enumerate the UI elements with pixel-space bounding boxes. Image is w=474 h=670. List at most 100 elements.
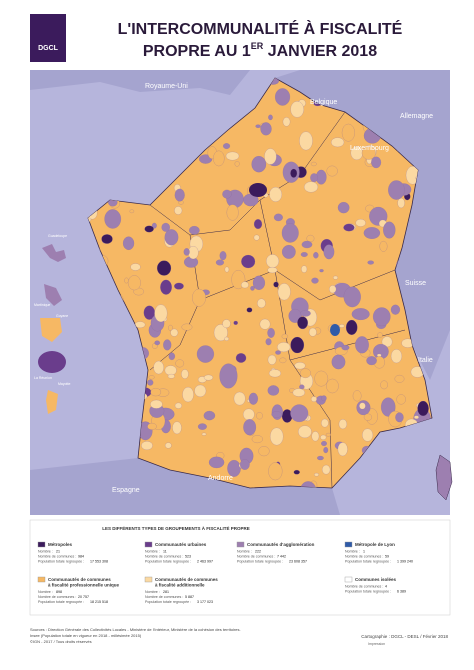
- inset-shape: [44, 284, 62, 306]
- grouping-area: [343, 286, 361, 308]
- country-label: Belgique: [310, 99, 337, 106]
- legend-field-value: 2 463 997: [197, 559, 213, 563]
- corsica: [435, 454, 453, 501]
- grouping-area: [243, 419, 257, 436]
- legend-field-label: Population totale regroupée :: [145, 559, 191, 563]
- grouping-area: [277, 342, 291, 353]
- legend-field-value: 6 389: [397, 589, 406, 593]
- grouping-area: [168, 352, 175, 361]
- grouping-area: [174, 282, 184, 290]
- grouping-area: [267, 327, 275, 338]
- legend-field-label: Nombre de communes :: [38, 554, 76, 558]
- grouping-area: [361, 146, 376, 160]
- grouping-area: [331, 354, 346, 370]
- legend-field-value: 4: [385, 584, 387, 588]
- neighbor-spain: [30, 458, 340, 515]
- grouping-area: [306, 234, 315, 243]
- grouping-area: [301, 265, 308, 273]
- grouping-area: [279, 357, 287, 364]
- grouping-area: [290, 168, 298, 178]
- grouping-area: [300, 310, 311, 317]
- grouping-area: [293, 470, 300, 475]
- grouping-area: [256, 412, 263, 420]
- grouping-area: [311, 277, 319, 284]
- grouping-area: [352, 390, 362, 402]
- title-part: JANVIER 2018: [263, 43, 377, 60]
- grouping-area: [338, 419, 347, 430]
- grouping-area: [266, 254, 280, 268]
- legend-field-label: Nombre de communes :: [345, 584, 383, 588]
- grouping-area: [222, 189, 232, 199]
- grouping-area: [174, 206, 183, 215]
- grouping-area: [170, 328, 179, 337]
- legend-swatch: [344, 576, 353, 583]
- grouping-area: [390, 304, 401, 315]
- grouping-area: [275, 350, 281, 355]
- grouping-area: [299, 131, 313, 151]
- title-line-2: PROPRE AU 1ER JANVIER 2018: [143, 41, 377, 60]
- inset-labels: Guadeloupe Martinique Guyane La Réunion …: [34, 234, 71, 386]
- grouping-area: [304, 181, 318, 193]
- legend-item-name: à fiscalité professionnelle unique: [48, 583, 120, 588]
- grouping-area: [246, 307, 253, 313]
- legend-field-label: Nombre :: [145, 549, 160, 553]
- inset-shape: [40, 318, 62, 342]
- grouping-area: [319, 269, 324, 273]
- grouping-area: [172, 421, 182, 435]
- grouping-area: [153, 360, 164, 375]
- grouping-area: [383, 221, 396, 239]
- grouping-area: [323, 447, 329, 454]
- legend-item-name: Communautés d'agglomération: [247, 542, 315, 547]
- grouping-area: [167, 374, 175, 379]
- legend-field-value: 5 887: [185, 595, 194, 599]
- grouping-area: [148, 375, 155, 380]
- source-line: Insee (Population totale en vigueur en 2…: [30, 633, 142, 638]
- legend-field-value: 11: [163, 549, 167, 553]
- grouping-area: [197, 423, 207, 430]
- grouping-area: [147, 379, 154, 386]
- legend-field-label: Nombre :: [237, 549, 252, 553]
- grouping-area: [235, 353, 247, 363]
- grouping-area: [227, 459, 241, 477]
- grouping-area: [372, 307, 391, 327]
- grouping-area: [164, 365, 177, 376]
- grouping-area: [330, 324, 340, 336]
- grouping-area: [196, 345, 215, 363]
- grouping-area: [355, 219, 366, 227]
- grouping-area: [299, 368, 311, 379]
- country-label: Royaume-Uni: [145, 83, 188, 90]
- grouping-area: [255, 124, 261, 128]
- grouping-area: [314, 473, 319, 477]
- legend-field-label: Nombre de communes :: [145, 554, 183, 558]
- grouping-area: [163, 339, 172, 351]
- grouping-area: [290, 101, 304, 118]
- title-sup: ER: [251, 41, 264, 51]
- region-border: [259, 199, 396, 301]
- legend-field-value: 281: [163, 590, 169, 594]
- legend-field-label: Population totale regroupée :: [345, 559, 391, 563]
- legend-field-value: 17 553 308: [90, 559, 108, 563]
- grouping-area: [343, 223, 355, 232]
- grouping-area: [339, 324, 345, 328]
- sources: Sources : Direction Générale des Collect…: [30, 627, 241, 644]
- legend-swatch: [344, 541, 353, 548]
- grouping-area: [267, 267, 278, 274]
- grouping-area: [249, 183, 267, 197]
- grouping-area: [147, 423, 157, 430]
- grouping-area: [233, 391, 246, 406]
- grouping-area: [414, 415, 419, 419]
- legend-field-value: 1: [363, 549, 365, 553]
- region-border: [149, 111, 346, 236]
- legend-field-value: 898: [56, 590, 62, 594]
- logo-text: DGCL: [38, 45, 59, 52]
- legend-item-name: Communautés de communes: [48, 577, 111, 582]
- grouping-area: [271, 411, 282, 418]
- legend-field-label: Nombre de communes :: [145, 595, 183, 599]
- grouping-area: [175, 359, 184, 368]
- grouping-area: [269, 187, 282, 202]
- grouping-area: [243, 408, 255, 421]
- grouping-area: [341, 344, 350, 351]
- grouping-area: [164, 229, 179, 246]
- grouping-area: [122, 236, 135, 250]
